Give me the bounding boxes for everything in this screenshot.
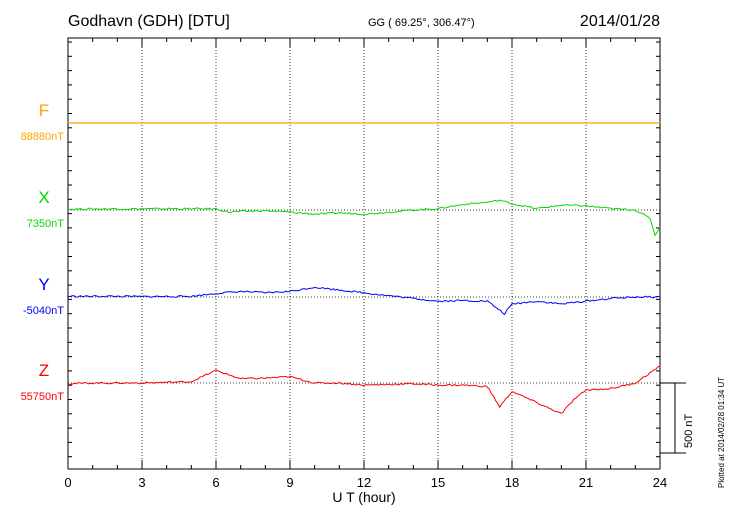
component-label-f: F — [39, 101, 49, 120]
series-line-y — [67, 286, 661, 316]
component-label-y: Y — [38, 275, 49, 294]
x-tick-label: 9 — [286, 475, 293, 490]
station-coords: GG ( 69.25°, 306.47°) — [368, 17, 475, 29]
baseline-value-x: 7350nT — [27, 218, 65, 230]
plotted-timestamp: Plotted at 2014/02/28 01:34 UT — [717, 377, 726, 488]
station-title: Godhavn (GDH) [DTU] — [68, 13, 230, 30]
x-tick-label: 21 — [579, 475, 593, 490]
x-tick-label: 0 — [64, 475, 71, 490]
series-line-x — [67, 199, 661, 237]
x-tick-label: 6 — [212, 475, 219, 490]
plot-area: 0 3 6 9 12 15 18 21 24 F 88880nT X 7350nT Y -5040nT Z 55… — [21, 37, 686, 490]
component-label-z: Z — [39, 361, 49, 380]
plot-date: 2014/01/28 — [580, 13, 660, 30]
series-line-z — [67, 365, 661, 414]
scale-bar-label: 500 nT — [683, 413, 695, 448]
x-tick-label: 24 — [653, 475, 667, 490]
component-label-x: X — [38, 188, 49, 207]
baseline-value-f: 88880nT — [21, 131, 65, 143]
baseline-value-y: -5040nT — [23, 305, 64, 317]
x-tick-label: 15 — [431, 475, 445, 490]
x-axis-label: U T (hour) — [332, 489, 395, 505]
baseline-value-z: 55750nT — [21, 391, 65, 403]
x-tick-label: 12 — [357, 475, 371, 490]
x-tick-label: 3 — [138, 475, 145, 490]
x-tick-label: 18 — [505, 475, 519, 490]
